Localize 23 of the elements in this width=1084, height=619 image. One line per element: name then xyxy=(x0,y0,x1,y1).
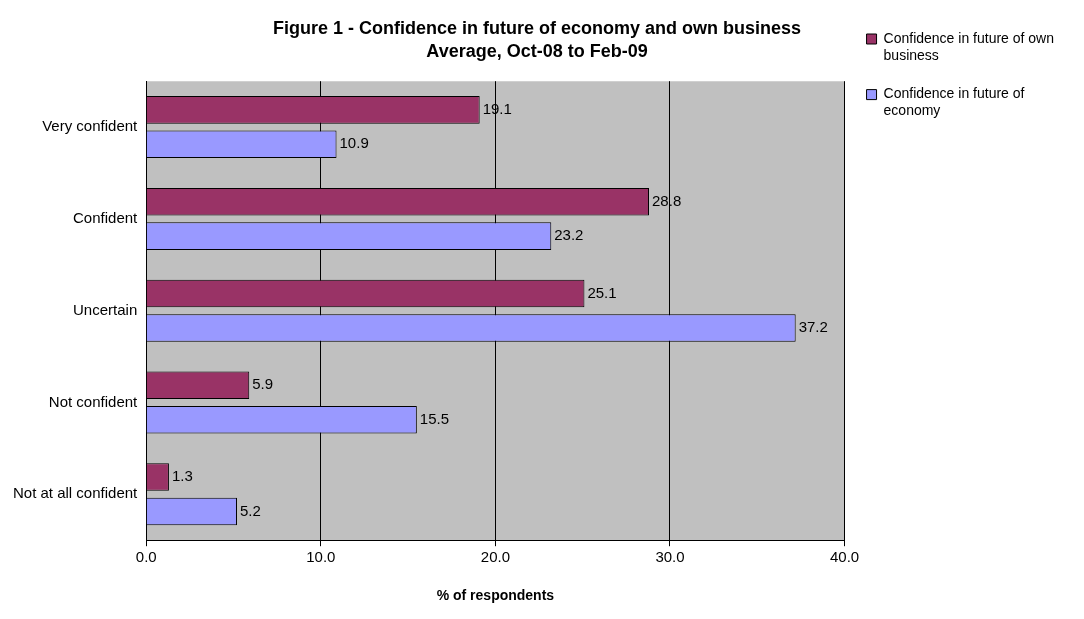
data-label: 1.3 xyxy=(171,467,193,485)
legend-label: Confidence in future of economy xyxy=(883,85,1025,119)
chart-title: Figure 1 - Confidence in future of economy and own business xyxy=(272,17,802,38)
y-tick-label: Not confident xyxy=(48,392,139,410)
data-label: 25.1 xyxy=(587,283,617,301)
y-tick-label: Confident xyxy=(73,209,139,227)
y-tick-label: Uncertain xyxy=(73,300,138,318)
data-label: 10.9 xyxy=(339,134,369,152)
chart-subtitle: Average, Oct-08 to Feb-09 xyxy=(426,41,648,62)
legend-label: Confidence in future of own business xyxy=(883,29,1055,63)
x-tick-label: 0.0 xyxy=(135,548,157,566)
y-tick-label: Very confident xyxy=(42,117,139,135)
data-label: 37.2 xyxy=(798,318,828,336)
data-label: 5.2 xyxy=(240,501,261,519)
data-label: 23.2 xyxy=(554,226,584,244)
x-tick-label: 10.0 xyxy=(306,548,336,566)
x-axis-title: % of respondents xyxy=(436,587,555,604)
x-tick-label: 20.0 xyxy=(480,548,510,566)
y-tick-label: Not at all confident xyxy=(12,484,139,502)
x-tick-label: 40.0 xyxy=(829,548,860,566)
data-label: 15.5 xyxy=(419,409,450,427)
x-tick-label: 30.0 xyxy=(655,548,685,566)
data-label: 5.9 xyxy=(252,375,274,393)
